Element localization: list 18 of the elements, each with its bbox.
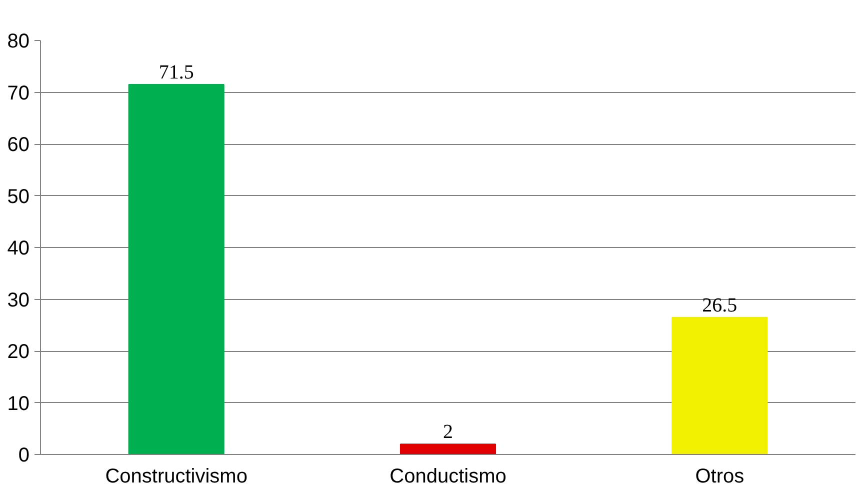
x-tick-label: Constructivismo [105,466,248,488]
y-tick-label: 10 [7,392,30,415]
y-tick-label: 70 [7,82,30,104]
data-label: 2 [443,421,453,444]
data-label: 71.5 [158,61,194,84]
y-tick-label: 20 [7,341,30,363]
y-tick-label: 50 [7,186,30,208]
y-tick-label: 40 [7,238,30,260]
y-tick-label: 30 [7,289,30,312]
data-label: 26.5 [702,294,738,316]
y-tick-label: 60 [7,134,30,156]
y-tick-label: 0 [18,444,30,466]
bar [400,444,496,454]
bar [128,84,224,454]
bar [672,316,768,454]
x-tick-label: Otros [695,466,744,488]
y-tick-label: 80 [7,30,30,52]
x-tick-label: Conductismo [390,466,506,488]
